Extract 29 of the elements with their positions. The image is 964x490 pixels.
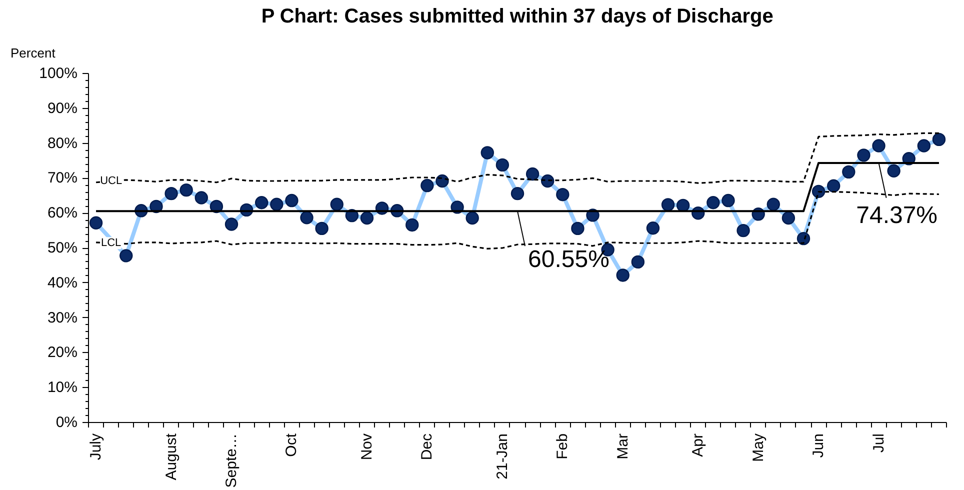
x-tick-label: Apr <box>690 433 707 457</box>
x-tick-label: Feb <box>554 433 572 460</box>
x-tick-label: Mar <box>614 433 632 460</box>
chart-title: P Chart: Cases submitted within 37 days of Discharge <box>261 6 774 28</box>
series-label: UCL <box>100 174 122 187</box>
y-tick-label: 50% <box>47 240 78 256</box>
y-tick-label: 100% <box>39 65 78 82</box>
y-tick-label: 40% <box>47 274 78 292</box>
x-tick-label: August <box>162 432 180 480</box>
x-tick-label: July <box>88 433 105 460</box>
x-tick-label: Dec <box>418 433 436 460</box>
data-label: 60.55% <box>528 246 610 274</box>
x-tick-label: May <box>750 433 767 462</box>
y-tick-label: 90% <box>47 100 78 117</box>
x-tick-label: Septe… <box>223 433 240 488</box>
y-tick-label: 60% <box>47 204 78 222</box>
y-tick-label: 30% <box>47 309 78 326</box>
y-tick-label: 10% <box>47 379 78 396</box>
x-tick-label: Oct <box>283 432 300 457</box>
y-tick-label: 80% <box>47 134 78 152</box>
y-tick-label: 0% <box>56 414 78 431</box>
y-axis-title: Percent <box>10 46 56 60</box>
x-tick-label: Jun <box>810 433 828 458</box>
y-tick-label: 70% <box>47 170 78 187</box>
x-tick-label: 21-Jan <box>494 433 511 480</box>
x-tick-label: Jul <box>870 433 888 453</box>
x-tick-label: Nov <box>358 433 376 460</box>
y-tick-label: 20% <box>47 344 78 362</box>
data-label: 74.37% <box>856 202 938 229</box>
